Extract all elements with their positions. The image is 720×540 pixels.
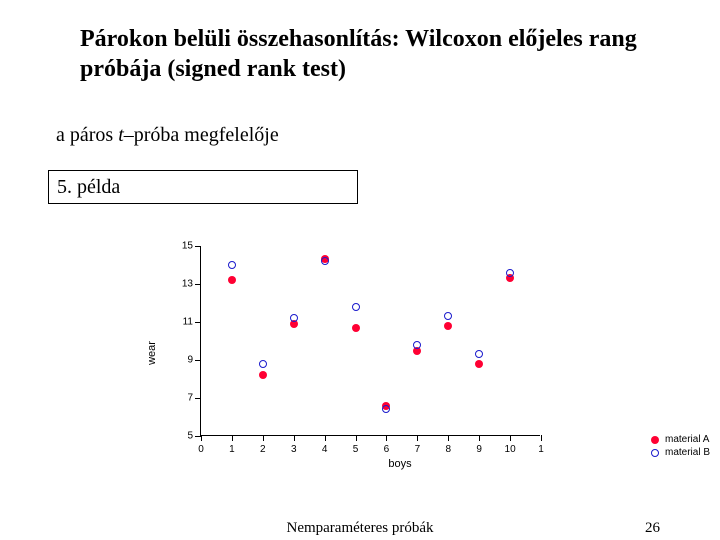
data-point [506,269,514,277]
data-point [228,276,236,284]
x-tick [386,435,387,441]
x-tick [448,435,449,441]
page-number: 26 [645,520,660,537]
x-tick [325,435,326,441]
footer-center: Nemparaméteres próbák [286,520,433,537]
example-label: 5. példa [57,176,120,199]
y-tick-label: 11 [175,317,193,328]
y-tick [195,398,201,399]
x-tick [510,435,511,441]
x-tick-label: 5 [353,444,359,455]
x-tick-label: 4 [322,444,328,455]
x-tick [201,435,202,441]
y-tick-label: 9 [175,355,193,366]
y-tick [195,322,201,323]
x-tick-label: 1 [538,444,544,455]
x-tick [294,435,295,441]
x-tick-label: 3 [291,444,297,455]
x-tick-label: 0 [198,444,204,455]
data-point [352,303,360,311]
data-point [259,360,267,368]
legend-item: material B [651,447,710,458]
y-tick [195,360,201,361]
data-point [290,314,298,322]
x-tick-label: 9 [476,444,482,455]
data-point [382,405,390,413]
legend-marker [651,436,659,444]
y-tick-label: 15 [175,241,193,252]
y-axis-label: wear [146,341,158,365]
y-tick [195,246,201,247]
data-point [475,360,483,368]
x-tick [479,435,480,441]
x-axis-label: boys [388,458,411,470]
data-point [321,257,329,265]
x-tick [356,435,357,441]
data-point [352,324,360,332]
x-tick-label: 1 [229,444,235,455]
legend-marker [651,449,659,457]
subtitle-pre: a páros [56,124,118,146]
x-tick [263,435,264,441]
subtitle: a páros t–próba megfelelője [56,124,279,147]
data-point [475,350,483,358]
legend-label: material A [665,434,709,445]
data-point [413,341,421,349]
y-tick [195,284,201,285]
x-tick [232,435,233,441]
x-tick-label: 10 [505,444,516,455]
x-tick [541,435,542,441]
legend-label: material B [665,447,710,458]
x-tick-label: 7 [415,444,421,455]
x-tick-label: 8 [445,444,451,455]
data-point [228,261,236,269]
subtitle-post: –próba megfelelője [124,124,279,146]
x-tick [417,435,418,441]
legend: material A material B [651,432,710,460]
legend-item: material A [651,434,710,445]
data-point [444,312,452,320]
data-point [259,371,267,379]
data-point [444,322,452,330]
page-title: Párokon belüli összehasonlítás: Wilcoxon… [80,24,640,84]
x-tick-label: 6 [384,444,390,455]
example-box: 5. példa [48,170,358,204]
y-tick-label: 7 [175,393,193,404]
scatter-chart: wear 5791113150123456789101 boys materia… [170,238,630,468]
y-tick-label: 5 [175,431,193,442]
x-tick-label: 2 [260,444,266,455]
y-tick-label: 13 [175,279,193,290]
plot-area: 5791113150123456789101 [200,246,540,436]
